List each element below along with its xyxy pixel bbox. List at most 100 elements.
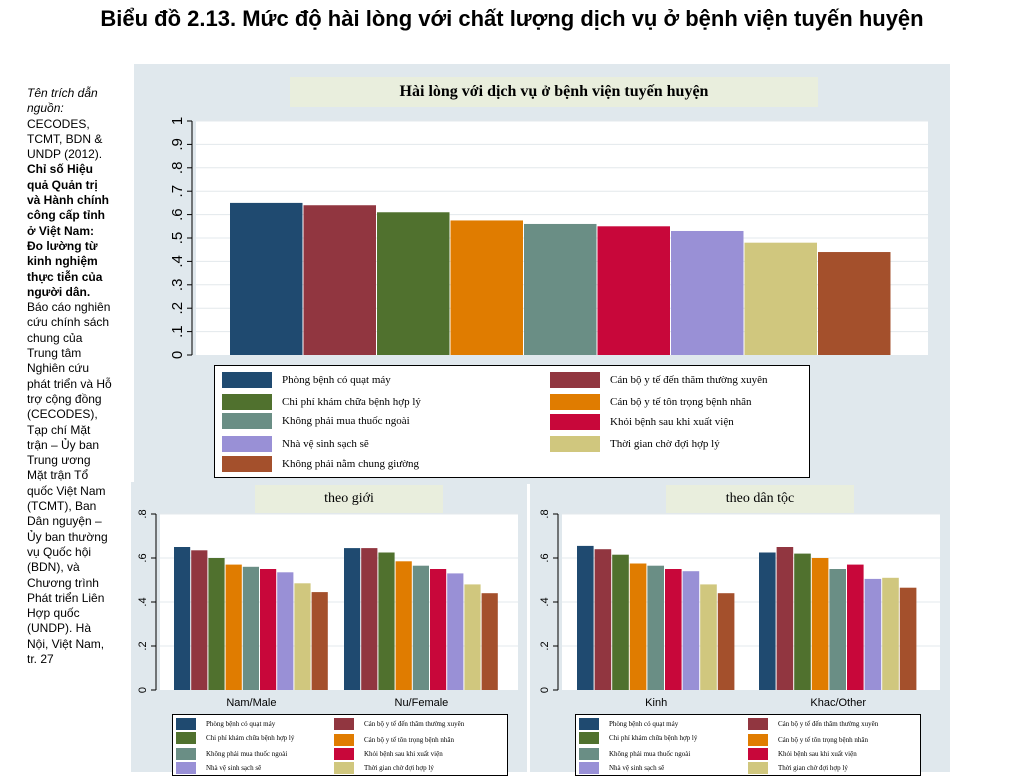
gender-legend-label: Cán bộ y tế tôn trọng bệnh nhân: [364, 736, 455, 744]
gender-chart-title: theo giới: [255, 485, 443, 513]
ethnic-bar-khong-phai-nam-chung-giuong-kinh: [717, 593, 735, 690]
gender-legend-swatch: [334, 762, 354, 774]
gender-bar-can-bo-y-te-den-tham-thuong-xuyen-nu-female: [361, 548, 378, 690]
gender-y-tick-label: .4: [137, 597, 149, 606]
ethnic-legend-label: Cán bộ y tế đến thăm thường xuyên: [778, 720, 879, 728]
gender-legend-label: Thời gian chờ đợi hợp lý: [364, 764, 434, 772]
main-legend-label: Nhà vệ sinh sạch sẽ: [282, 438, 369, 450]
main-legend-label: Không phải nằm chung giường: [282, 458, 420, 470]
main-legend-swatch: [550, 394, 600, 410]
gender-bar-nha-ve-sinh-sach-se-nu-female: [447, 573, 464, 690]
main-chart-title: Hài lòng với dịch vụ ở bệnh viện tuyến h…: [290, 77, 818, 107]
main-legend-swatch: [222, 413, 272, 429]
ethnic-bar-khong-phai-nam-chung-giuong-khac-other: [899, 587, 917, 690]
main-y-tick-label: .8: [169, 162, 186, 175]
main-bar-chi-phi-kham-chua-benh-hop-ly: [377, 212, 450, 355]
main-legend-swatch: [222, 456, 272, 472]
ethnic-legend-label: Chi phí khám chữa bệnh hợp lý: [609, 734, 698, 742]
main-legend-label: Cán bộ y tế tôn trọng bệnh nhân: [610, 396, 752, 408]
ethnic-legend-swatch: [579, 748, 599, 760]
gender-bar-chart: 0 .2 .4 .6 .8 Nam/Male Nu/Female: [137, 509, 518, 709]
main-bar-can-bo-y-te-den-tham-thuong-xuyen: [303, 205, 376, 355]
main-y-tick-label: 1: [169, 117, 186, 125]
ethnic-bar-thoi-gian-cho-doi-hop-ly-khac-other: [882, 577, 899, 690]
gender-legend-label: Phòng bệnh có quạt máy: [206, 720, 276, 728]
citation-report-title: Chỉ số Hiệu quả Quản trị và Hành chính c…: [27, 162, 110, 299]
main-y-tick-label: .6: [169, 208, 186, 221]
main-legend-swatch: [222, 436, 272, 452]
main-y-tick-label: .9: [169, 138, 186, 151]
gender-y-tick-label: .6: [137, 553, 149, 562]
gender-legend-swatch: [176, 718, 196, 730]
gender-bar-khong-phai-nam-chung-giuong-nu-female: [481, 593, 498, 690]
main-legend-label: Phòng bệnh có quạt máy: [282, 374, 391, 386]
gender-legend-label: Không phải mua thuốc ngoài: [206, 750, 288, 758]
slide-title: Biểu đồ 2.13. Mức độ hài lòng với chất l…: [100, 6, 924, 31]
gender-bar-phong-benh-co-quat-may-nam-male: [174, 547, 191, 690]
ethnic-legend-label: Nhà vệ sinh sạch sẽ: [609, 764, 665, 772]
ethnic-legend-label: Không phải mua thuốc ngoài: [609, 750, 691, 758]
citation-details: Báo cáo nghiên cứu chính sách chung của …: [27, 300, 112, 666]
gender-legend-swatch: [176, 732, 196, 744]
gender-bar-nha-ve-sinh-sach-se-nam-male: [277, 572, 294, 690]
main-y-tick-label: .7: [169, 185, 186, 198]
ethnic-legend-swatch: [748, 748, 768, 760]
gender-legend-label: Khỏi bệnh sau khi xuất viện: [364, 750, 443, 758]
main-y-tick-label: .1: [169, 325, 186, 338]
gender-bar-can-bo-y-te-den-tham-thuong-xuyen-nam-male: [191, 550, 208, 690]
ethnic-bar-nha-ve-sinh-sach-se-khac-other: [864, 578, 882, 690]
gender-legend-swatch: [334, 718, 354, 730]
gender-legend-swatch: [334, 734, 354, 746]
ethnic-legend-label: Cán bộ y tế tôn trọng bệnh nhân: [778, 736, 869, 744]
ethnic-y-tick-label: .6: [539, 553, 551, 562]
main-chart-panel: Hài lòng với dịch vụ ở bệnh viện tuyến h…: [134, 64, 950, 484]
ethnic-legend-swatch: [748, 762, 768, 774]
main-legend-swatch: [550, 436, 600, 452]
ethnic-category-label-khac-other: Khac/Other: [810, 697, 866, 709]
ethnic-bar-chi-phi-kham-chua-benh-hop-ly-kinh: [612, 554, 629, 690]
ethnic-legend-swatch: [748, 718, 768, 730]
ethnic-y-tick-label: .2: [539, 641, 551, 650]
main-legend-swatch: [550, 372, 600, 388]
gender-legend-swatch: [334, 748, 354, 760]
ethnic-bar-khoi-benh-sau-khi-xuat-vien-kinh: [665, 569, 682, 690]
main-legend-label: Chi phí khám chữa bệnh hợp lý: [282, 396, 421, 408]
gender-bar-thoi-gian-cho-doi-hop-ly-nu-female: [464, 584, 481, 690]
main-bar-chart: 0 .1 .2 .3 .4 .5 .6 .7 .8 .9 1: [169, 117, 928, 359]
gender-y-tick-label: .8: [137, 509, 149, 518]
main-y-tick-label: .3: [169, 279, 186, 292]
gender-bar-phong-benh-co-quat-may-nu-female: [344, 548, 361, 690]
main-legend-swatch: [222, 372, 272, 388]
ethnic-y-tick-label: .4: [539, 597, 551, 606]
gender-category-label-nam-male: Nam/Male: [226, 697, 276, 709]
main-legend-label: Thời gian chờ đợi hợp lý: [610, 438, 720, 450]
ethnicity-chart-legend: Phòng bệnh có quạt máy Cán bộ y tế đến th…: [575, 714, 921, 776]
ethnic-bar-nha-ve-sinh-sach-se-kinh: [682, 571, 700, 690]
gender-y-tick-label: 0: [137, 687, 149, 693]
main-bar-thoi-gian-cho-doi-hop-ly: [744, 242, 817, 355]
gender-bar-thoi-gian-cho-doi-hop-ly-nam-male: [294, 583, 311, 690]
ethnic-legend-swatch: [579, 762, 599, 774]
gender-legend-swatch: [176, 748, 196, 760]
gender-bar-khoi-benh-sau-khi-xuat-vien-nam-male: [260, 569, 277, 690]
gender-category-label-nu-female: Nu/Female: [395, 697, 449, 709]
main-legend-swatch: [550, 414, 600, 430]
ethnic-y-tick-label: .8: [539, 509, 551, 518]
main-legend-swatch: [222, 394, 272, 410]
gender-legend-label: Cán bộ y tế đến thăm thường xuyên: [364, 720, 465, 728]
gender-bar-khong-phai-nam-chung-giuong-nam-male: [311, 592, 328, 690]
ethnic-bar-khong-phai-mua-thuoc-ngoai-khac-other: [829, 569, 846, 690]
gender-chart-legend: Phòng bệnh có quạt máy Cán bộ y tế đến th…: [172, 714, 508, 776]
gender-bar-chi-phi-kham-chua-benh-hop-ly-nam-male: [208, 558, 225, 690]
ethnic-bar-can-bo-y-te-ton-trong-benh-nhan-khac-other: [811, 558, 829, 690]
ethnic-legend-swatch: [748, 734, 768, 746]
ethnic-legend-swatch: [579, 718, 599, 730]
main-bar-phong-benh-co-quat-may: [230, 202, 303, 355]
gender-legend-label: Chi phí khám chữa bệnh hợp lý: [206, 734, 295, 742]
ethnicity-chart-title: theo dân tộc: [666, 485, 854, 513]
ethnic-bar-phong-benh-co-quat-may-kinh: [577, 545, 594, 690]
gender-bar-khong-phai-mua-thuoc-ngoai-nam-male: [242, 566, 259, 690]
main-y-tick-label: .5: [169, 232, 186, 245]
main-bar-khoi-benh-sau-khi-xuat-vien: [597, 226, 670, 355]
ethnic-y-tick-label: 0: [539, 687, 551, 693]
